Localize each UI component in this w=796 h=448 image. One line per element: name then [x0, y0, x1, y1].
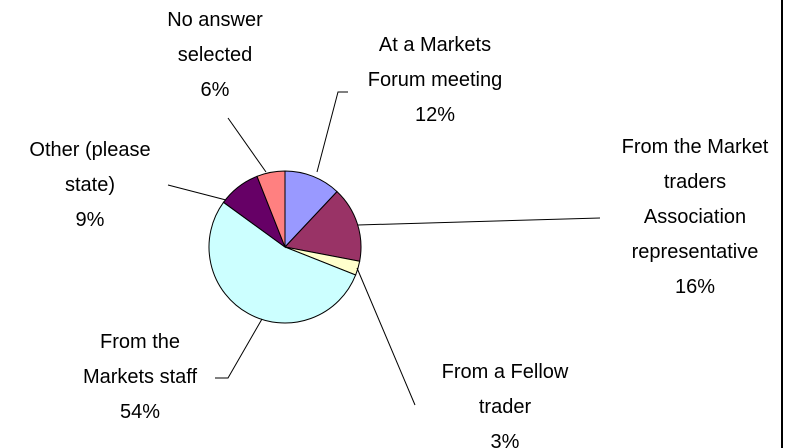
- pie-slice: [256, 170, 286, 248]
- pie-slice: [208, 201, 357, 324]
- category-label: From the Market traders Association repr…: [621, 136, 769, 263]
- value-label: 3%: [490, 431, 520, 448]
- leader-line: [357, 217, 601, 226]
- category-label: No answer selected: [167, 9, 263, 66]
- pie-slice: [284, 190, 362, 262]
- leader-line: [167, 184, 227, 201]
- leader-lines: [167, 91, 601, 406]
- value-label: 54%: [119, 401, 161, 423]
- value-label: 16%: [674, 276, 716, 298]
- slice-label: Other (please state) 9%: [25, 133, 155, 238]
- leader-line: [215, 318, 263, 379]
- category-label: Other (please state): [29, 139, 151, 196]
- value-label: 9%: [75, 209, 105, 231]
- slice-label: From the Market traders Association repr…: [615, 130, 775, 305]
- value-label: 12%: [414, 104, 456, 126]
- leader-line: [356, 267, 416, 406]
- leader-line: [227, 117, 267, 173]
- slice-label: From a Fellow trader 3%: [438, 355, 573, 448]
- leader-line: [316, 91, 348, 173]
- category-label: From a Fellow trader: [441, 361, 569, 418]
- value-label: 6%: [200, 79, 230, 101]
- slice-label: No answer selected 6%: [160, 3, 270, 108]
- category-label: At a Markets Forum meeting: [367, 34, 503, 91]
- category-label: From the Markets staff: [82, 331, 198, 388]
- slice-label: At a Markets Forum meeting 12%: [365, 28, 505, 133]
- slice-label: From the Markets staff 54%: [78, 325, 203, 430]
